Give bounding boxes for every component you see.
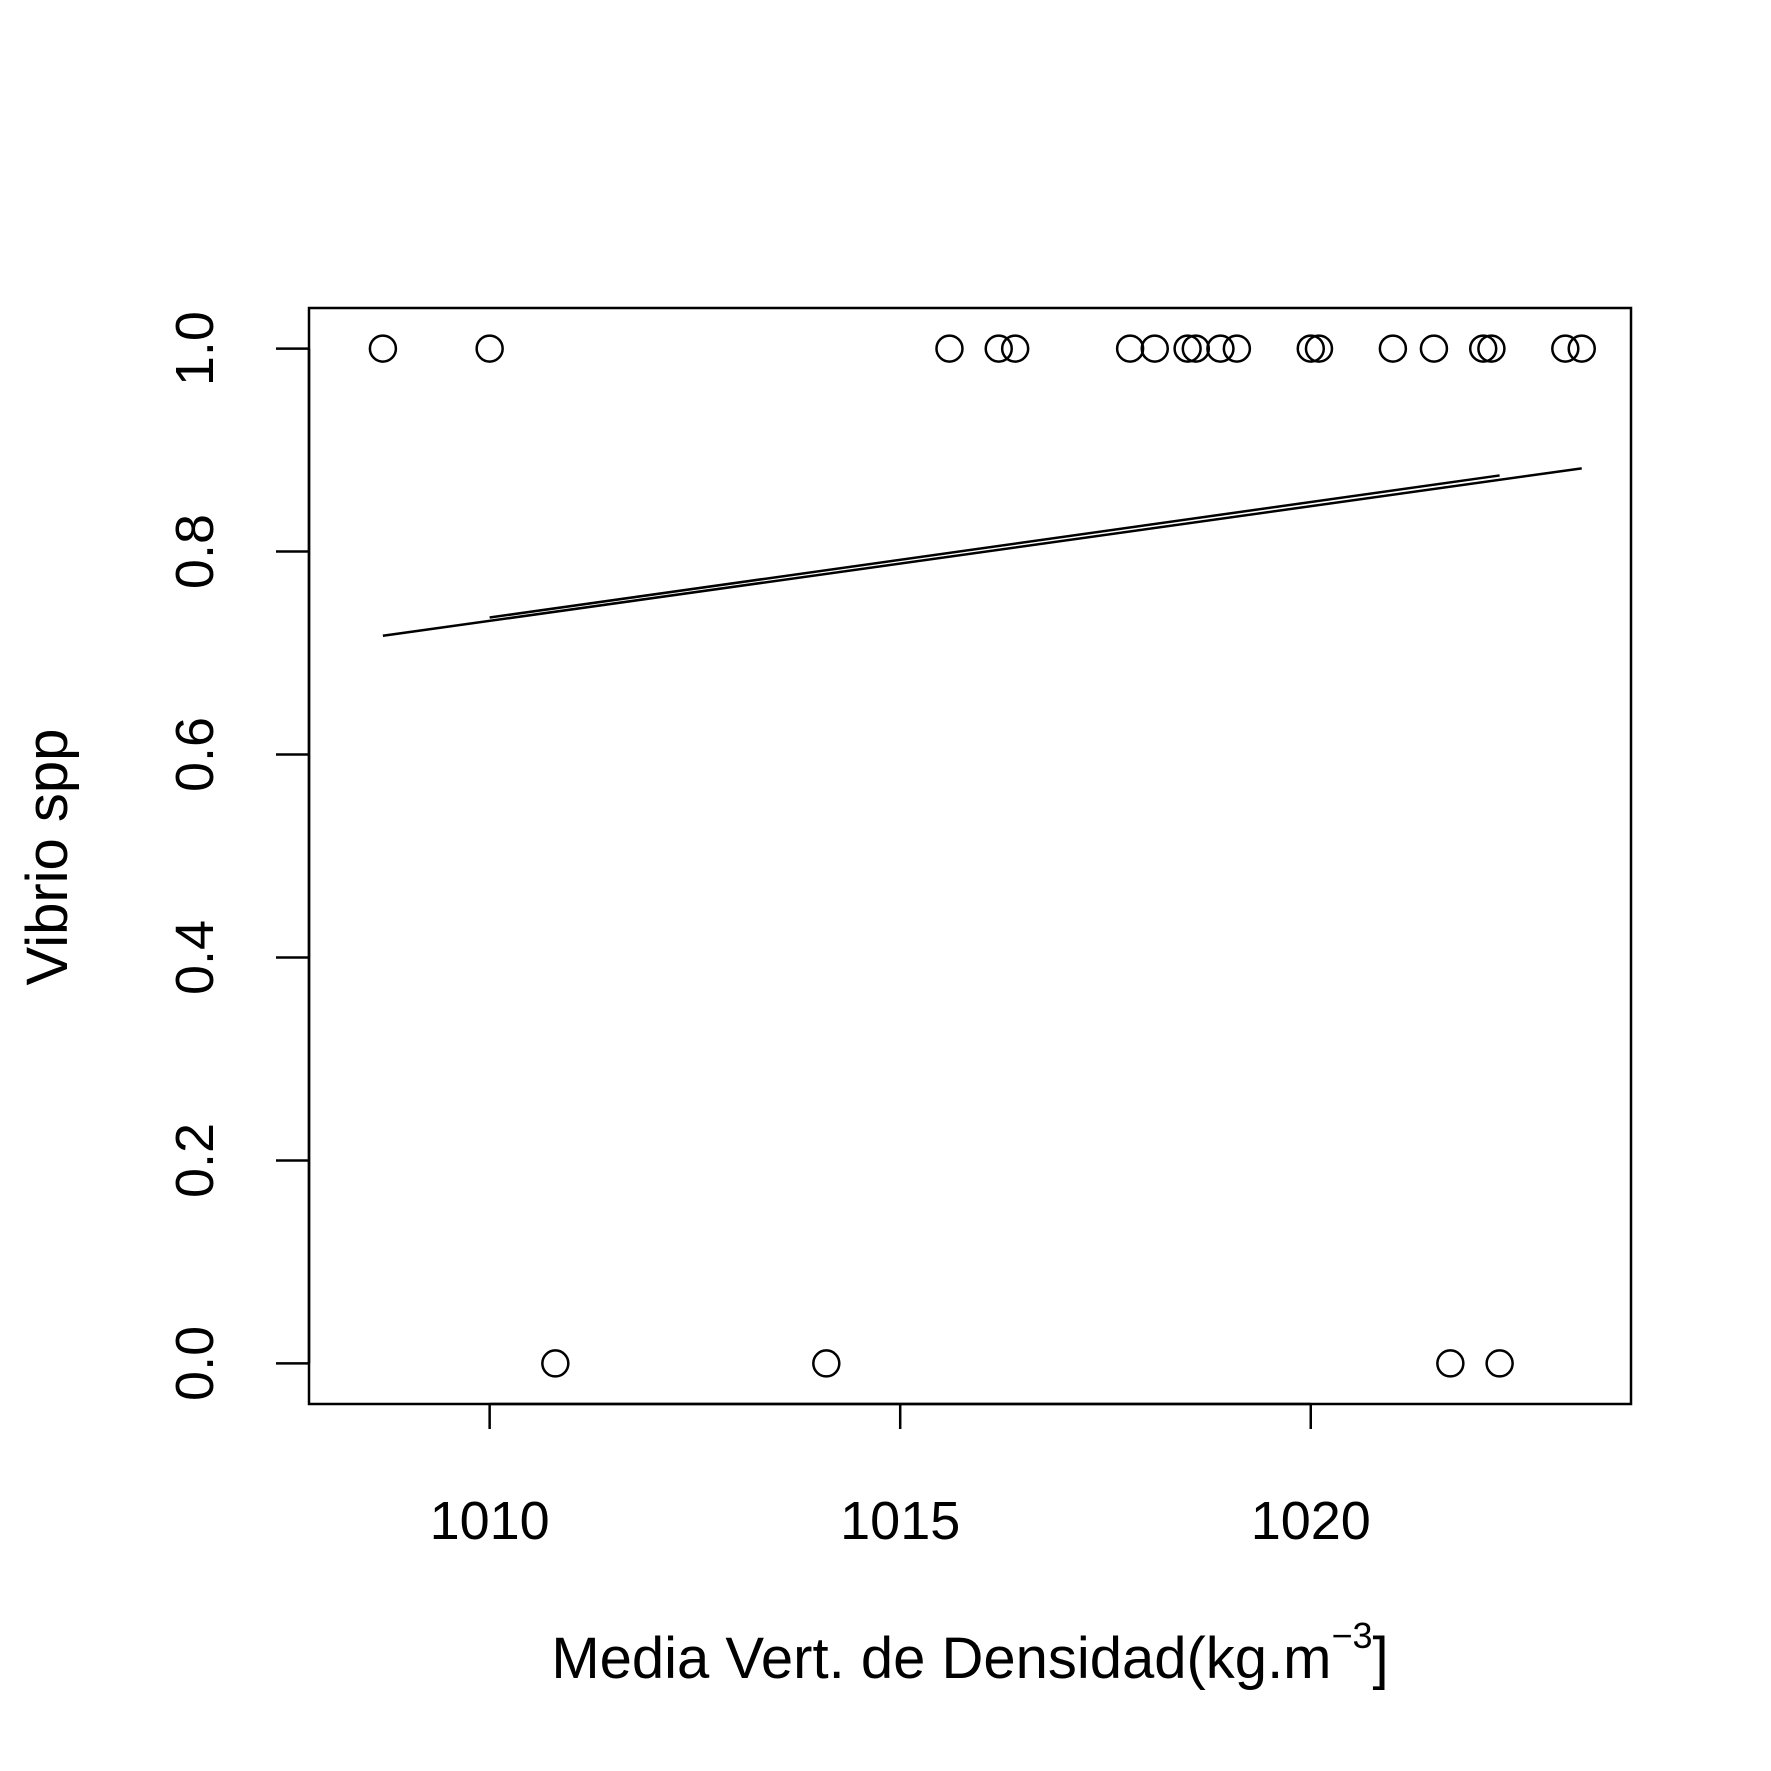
y-tick-label-0.0: 0.0 bbox=[165, 1326, 225, 1401]
data-point-17 bbox=[1419, 334, 1449, 363]
data-point-22 bbox=[1551, 334, 1580, 363]
data-point-3 bbox=[541, 1349, 570, 1378]
y-tick-label-0.4: 0.4 bbox=[165, 920, 225, 995]
data-point-5 bbox=[935, 334, 964, 363]
data-point-19 bbox=[1468, 334, 1498, 363]
data-point-9 bbox=[1140, 334, 1170, 363]
data-point-14 bbox=[1296, 334, 1326, 363]
y-axis-title: Vibrio spp bbox=[15, 729, 80, 986]
data-point-1 bbox=[368, 334, 398, 363]
data-point-16 bbox=[1378, 334, 1408, 363]
data-point-21 bbox=[1485, 1349, 1514, 1378]
fit-line-1 bbox=[382, 467, 1582, 638]
data-points bbox=[368, 334, 1596, 1378]
data-point-10 bbox=[1173, 334, 1202, 363]
data-point-6 bbox=[984, 334, 1013, 363]
data-point-4 bbox=[812, 1349, 841, 1378]
data-point-12 bbox=[1206, 334, 1235, 363]
data-point-20 bbox=[1477, 334, 1506, 363]
data-point-13 bbox=[1222, 334, 1252, 363]
y-tick-label-0.2: 0.2 bbox=[165, 1123, 225, 1198]
x-axis: 1010 1015 1020 bbox=[430, 1402, 1371, 1551]
y-tick-label-1.0: 1.0 bbox=[165, 311, 225, 386]
x-tick-label-1015: 1015 bbox=[840, 1491, 960, 1551]
fit-line-2 bbox=[489, 474, 1500, 619]
fit-lines bbox=[382, 467, 1582, 638]
y-axis: 0.0 0.2 0.4 0.6 0.8 1.0 bbox=[165, 311, 311, 1401]
data-point-11 bbox=[1181, 334, 1211, 363]
x-tick-label-1020: 1020 bbox=[1251, 1491, 1371, 1551]
plot-frame bbox=[307, 306, 1633, 1406]
data-point-8 bbox=[1115, 334, 1145, 363]
x-axis-title: Media Vert. de Densidad(kg.m−3] bbox=[551, 1615, 1388, 1691]
data-point-18 bbox=[1436, 1349, 1465, 1378]
data-point-7 bbox=[1000, 334, 1030, 363]
x-tick-label-1010: 1010 bbox=[430, 1491, 550, 1551]
y-tick-label-0.6: 0.6 bbox=[165, 717, 225, 792]
data-point-2 bbox=[475, 334, 504, 363]
y-tick-label-0.8: 0.8 bbox=[165, 514, 225, 589]
data-point-23 bbox=[1567, 334, 1596, 363]
data-point-15 bbox=[1304, 334, 1334, 363]
